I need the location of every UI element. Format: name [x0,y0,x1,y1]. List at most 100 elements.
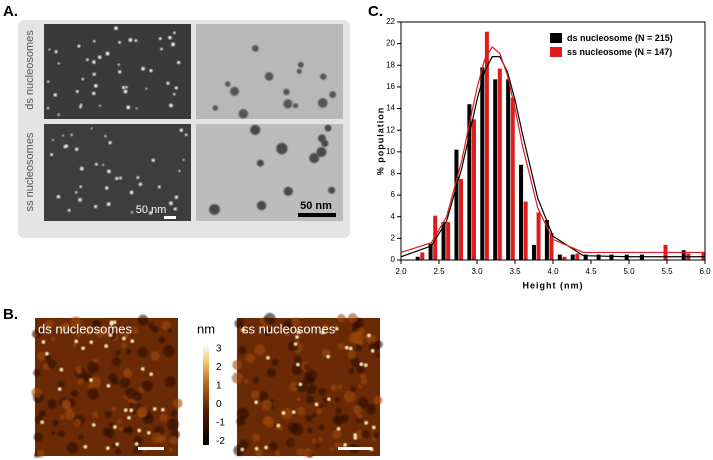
particle [118,41,121,44]
texture [137,346,149,358]
y-tick-label: 12 [386,125,395,134]
texture [111,357,121,367]
particle [90,127,93,130]
particle [146,430,151,435]
panel-label: A. [3,3,18,20]
particle [161,407,165,412]
particle [250,124,261,135]
micrograph [44,24,191,119]
texture [117,419,123,425]
texture [272,327,278,333]
particle [81,77,85,81]
texture [303,448,313,458]
particle [41,340,46,344]
particle [46,106,50,110]
texture [73,418,82,428]
particle [171,42,175,47]
texture [316,408,323,415]
y-tick-label: 10 [386,147,395,156]
texture [231,372,244,384]
particle [123,89,128,94]
particle [283,88,290,96]
image-title: ss nucleosomes [242,321,336,336]
particle [264,72,274,81]
particle [83,445,88,449]
particle [296,330,301,334]
particle [168,35,172,40]
texture [286,438,296,448]
particle [140,367,145,371]
texture [150,351,160,361]
texture [104,411,112,419]
texture [284,331,291,337]
texture [38,409,47,417]
particle [276,423,281,428]
particle [138,182,143,186]
texture [236,416,246,427]
bar [570,254,575,260]
particle [256,200,267,211]
texture [77,378,84,385]
particle [135,107,138,110]
texture [375,340,383,349]
particle [129,408,134,413]
texture [158,336,166,344]
particle [106,446,110,451]
texture [343,390,356,403]
row-label: ds nucleosomes [24,30,36,110]
texture [306,395,315,404]
x-axis-label: Height (nm) [523,280,584,290]
particle [104,134,107,138]
particle [363,363,368,367]
particle [70,133,73,137]
texture [58,430,65,437]
particle [94,162,98,166]
particle [173,31,176,35]
y-tick-label: 20 [386,39,395,48]
particle [151,158,155,162]
particle [293,103,299,109]
particle [309,153,320,164]
texture [281,407,293,420]
texture [124,388,136,400]
particle [128,38,133,42]
particle [112,320,117,325]
particle [169,201,173,206]
texture [291,317,301,327]
texture [250,390,260,400]
texture [348,368,354,374]
texture [233,444,245,457]
particle [119,176,122,180]
particle [107,169,111,174]
particle [158,37,162,41]
particle [152,407,157,411]
panel-label: B. [3,306,18,323]
particle [254,446,259,451]
texture [95,326,106,338]
texture [356,412,363,420]
texture [254,344,266,356]
particle [67,208,71,212]
particle [241,328,245,332]
particle [79,185,83,189]
texture [347,313,358,323]
texture [123,369,133,379]
particle [97,55,102,59]
particle [320,73,327,80]
particle [56,195,61,199]
particle [74,191,78,194]
texture [237,407,249,420]
colorbar-tick: 1 [216,381,222,392]
particle [134,442,139,446]
particle [93,83,98,88]
particle [371,425,376,430]
texture [168,447,173,452]
bar [681,250,686,260]
scale-label: 50 nm [300,200,332,212]
texture [332,414,344,426]
image-title: ds nucleosomes [38,321,132,336]
particle [172,92,176,96]
texture [296,380,308,393]
texture [44,319,54,329]
